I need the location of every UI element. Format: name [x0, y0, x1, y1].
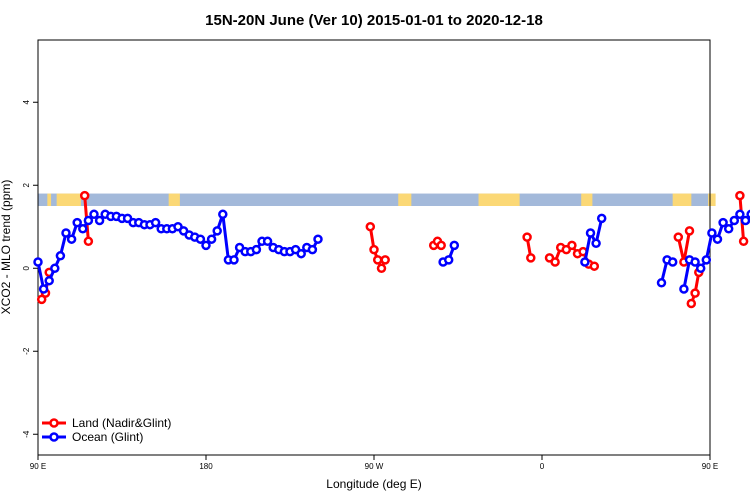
data-point [729, 215, 740, 226]
legend-label: Land (Nadir&Glint) [72, 416, 171, 430]
map-strip-land [708, 193, 716, 206]
x-tick-label: 90 E [702, 462, 718, 471]
series-layer [33, 190, 750, 309]
data-point [313, 234, 323, 244]
data-point [740, 215, 750, 226]
data-point [449, 240, 460, 251]
data-point [567, 240, 577, 251]
map-strip-land [398, 193, 412, 206]
data-point [679, 284, 689, 294]
data-point [83, 236, 94, 247]
legend: Land (Nadir&Glint)Ocean (Glint) [42, 416, 171, 444]
chart-title: 15N-20N June (Ver 10) 2015-01-01 to 2020… [205, 12, 543, 29]
map-strip-land [672, 193, 692, 206]
data-point [656, 278, 667, 288]
x-axis-label: Longitude (deg E) [326, 477, 421, 491]
y-axis-label: XCO2 - MLO trend (ppm) [0, 180, 13, 315]
series-land-nadir-glint [36, 190, 749, 309]
data-point [33, 257, 43, 267]
x-axis: 90 E 180 90 W 0 90 E [30, 455, 718, 471]
y-tick-label: 2 [22, 182, 31, 187]
data-point [201, 240, 211, 251]
data-point [72, 217, 82, 228]
data-point [66, 234, 77, 244]
data-point [262, 236, 273, 247]
data-point [44, 275, 54, 286]
data-point [150, 217, 161, 228]
data-point [738, 236, 749, 247]
data-point [695, 263, 706, 274]
x-tick-label: 0 [540, 462, 545, 471]
data-point [723, 224, 734, 234]
data-point [195, 234, 206, 244]
data-point [596, 213, 607, 224]
data-point [436, 240, 446, 251]
data-point [701, 255, 712, 265]
data-point [369, 244, 379, 255]
data-point [218, 209, 228, 220]
data-point [686, 298, 697, 309]
data-point [673, 232, 684, 242]
data-point [585, 228, 596, 238]
data-point [589, 261, 600, 271]
data-point [365, 221, 376, 232]
data-point [296, 248, 306, 259]
data-point [89, 209, 99, 220]
data-point [55, 251, 66, 261]
y-tick-label: 4 [22, 99, 31, 104]
data-point [78, 224, 88, 234]
data-point [50, 263, 60, 274]
data-point [591, 238, 601, 249]
data-point [684, 226, 695, 236]
legend-label: Ocean (Glint) [72, 430, 143, 444]
data-point [690, 257, 700, 267]
data-point [307, 244, 318, 255]
data-point [79, 190, 90, 201]
data-point [61, 228, 71, 238]
data-point [580, 257, 590, 267]
data-point [690, 288, 700, 298]
data-point [550, 257, 560, 267]
map-strip-ocean [38, 193, 710, 206]
data-point [229, 255, 239, 265]
y-tick-label: -2 [22, 347, 31, 355]
data-point [735, 209, 745, 220]
data-point [667, 257, 678, 267]
data-point [380, 255, 390, 265]
data-point [443, 255, 454, 265]
data-point [526, 253, 536, 263]
legend-marker [49, 418, 59, 428]
data-point [735, 190, 745, 201]
map-strip [38, 193, 716, 206]
data-point [712, 234, 723, 244]
data-point [376, 263, 387, 274]
data-point [38, 284, 49, 294]
data-point [212, 226, 222, 236]
data-point [522, 232, 532, 242]
x-tick-label: 180 [199, 462, 213, 471]
x-tick-label: 90 E [30, 462, 46, 471]
legend-marker [49, 432, 59, 442]
map-strip-land [168, 193, 180, 206]
data-point [746, 209, 750, 219]
x-tick-label: 90 W [365, 462, 384, 471]
data-point [251, 244, 262, 255]
map-strip-land [56, 193, 81, 206]
data-point [718, 217, 728, 228]
data-point [83, 215, 94, 226]
series-ocean-glint [33, 209, 750, 294]
y-tick-label: 0 [22, 265, 31, 270]
data-point [372, 255, 383, 265]
data-point [94, 215, 105, 226]
data-point [206, 234, 217, 244]
y-tick-label: -4 [22, 430, 31, 438]
y-axis: -4 -2 0 2 4 [22, 99, 38, 438]
data-point [707, 228, 717, 238]
map-strip-land [478, 193, 520, 206]
map-strip-land [581, 193, 593, 206]
map-strip-land [47, 193, 52, 206]
series-line [583, 218, 604, 263]
